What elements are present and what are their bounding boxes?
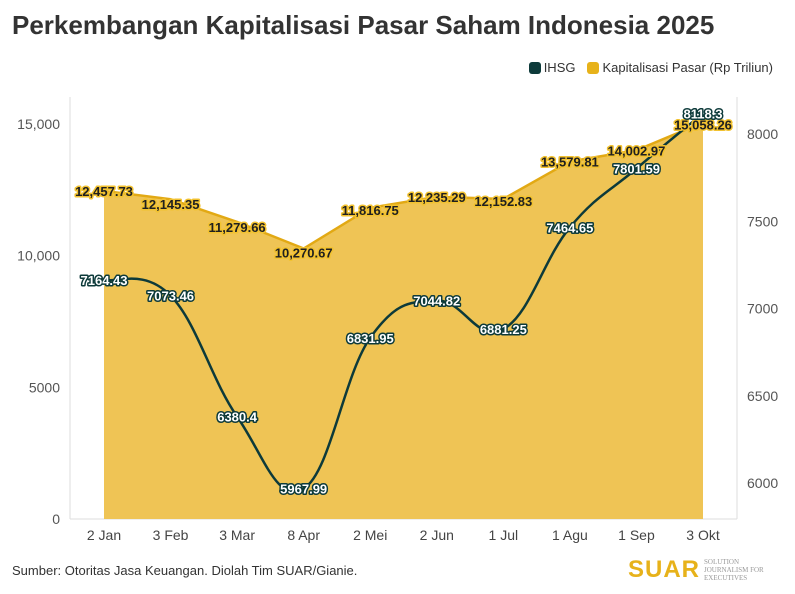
y-left-tick-label: 5000 — [29, 379, 60, 395]
data-label-market-cap: 11,816.75 — [342, 203, 399, 218]
legend-label-ihsg: IHSG — [543, 60, 576, 75]
data-label-market-cap: 13,579.81 — [541, 154, 599, 169]
x-tick-label: 1 Jul — [489, 527, 519, 543]
chart-title: Perkembangan Kapitalisasi Pasar Saham In… — [12, 10, 715, 40]
data-label-ihsg: 6380.4 — [217, 410, 258, 425]
y-right-tick-label: 7500 — [747, 213, 778, 229]
x-tick-label: 3 Feb — [153, 527, 189, 543]
data-label-market-cap: 12,145.35 — [142, 197, 200, 212]
x-tick-label: 2 Jun — [420, 527, 454, 543]
legend: IHSG Kapitalisasi Pasar (Rp Triliun) — [523, 60, 773, 75]
series-ihsg-line — [103, 112, 704, 493]
data-label-market-cap: 10,270.67 — [275, 246, 333, 261]
data-label-market-cap: 12,457.73 — [75, 184, 133, 199]
x-tick-label: 2 Jan — [87, 527, 121, 543]
y-right-tick-label: 7000 — [747, 301, 778, 317]
chart-area: 0 5000 10,000 15,000 6000 6500 7000 7500 8000 2 J… — [17, 97, 778, 543]
x-tick-label: 1 Agu — [552, 527, 588, 543]
data-label-ihsg: 7464.65 — [546, 220, 593, 235]
x-tick-label: 1 Sep — [618, 527, 655, 543]
logo-wordmark: SUAR — [628, 556, 701, 583]
y-right-tick-label: 6500 — [747, 388, 778, 404]
legend-item-ihsg[interactable]: IHSG — [528, 60, 576, 75]
y-right-tick-label: 8000 — [747, 126, 778, 142]
x-tick-label: 8 Apr — [287, 527, 320, 543]
y-left-tick-label: 0 — [52, 511, 60, 527]
data-label-ihsg: 7164.43 — [81, 273, 128, 288]
series-market-cap-area — [104, 122, 703, 519]
x-tick-label: 3 Okt — [686, 527, 720, 543]
data-label-ihsg: 5967.99 — [280, 482, 327, 497]
data-label-market-cap: 12,235.29 — [408, 190, 466, 205]
y-left-tick-label: 10,000 — [17, 248, 60, 264]
x-tick-label: 3 Mar — [219, 527, 255, 543]
data-label-market-cap: 15,058.26 — [674, 117, 732, 132]
y-left-tick-label: 15,000 — [17, 116, 60, 132]
series-market-cap-line — [103, 121, 704, 250]
x-tick-label: 2 Mei — [353, 527, 387, 543]
data-label-ihsg: 7073.46 — [147, 289, 194, 304]
data-label-ihsg: 7044.82 — [413, 294, 460, 309]
legend-swatch-market-cap — [587, 61, 600, 74]
data-label-ihsg: 8118.3 — [683, 106, 722, 121]
data-label-market-cap: 11,279.66 — [209, 220, 266, 235]
logo-tagline: SOLUTION JOURNALISM FOR EXECUTIVES — [704, 558, 764, 582]
source-note: Sumber: Otoritas Jasa Keuangan. Diolah T… — [12, 563, 358, 578]
legend-label-market-cap: Kapitalisasi Pasar (Rp Triliun) — [602, 60, 773, 75]
data-label-ihsg: 6881.25 — [480, 322, 527, 337]
data-label-market-cap: 14,002.97 — [608, 143, 666, 158]
legend-item-market-cap[interactable]: Kapitalisasi Pasar (Rp Triliun) — [587, 60, 773, 75]
data-label-market-cap: 12,152.83 — [474, 194, 532, 209]
data-label-ihsg: 7801.59 — [613, 162, 660, 177]
data-label-ihsg: 6831.95 — [347, 331, 394, 346]
suar-logo: SUAR SOLUTION JOURNALISM FOR EXECUTIVES — [628, 556, 784, 584]
y-right-tick-label: 6000 — [747, 475, 778, 491]
legend-swatch-ihsg — [528, 61, 541, 74]
